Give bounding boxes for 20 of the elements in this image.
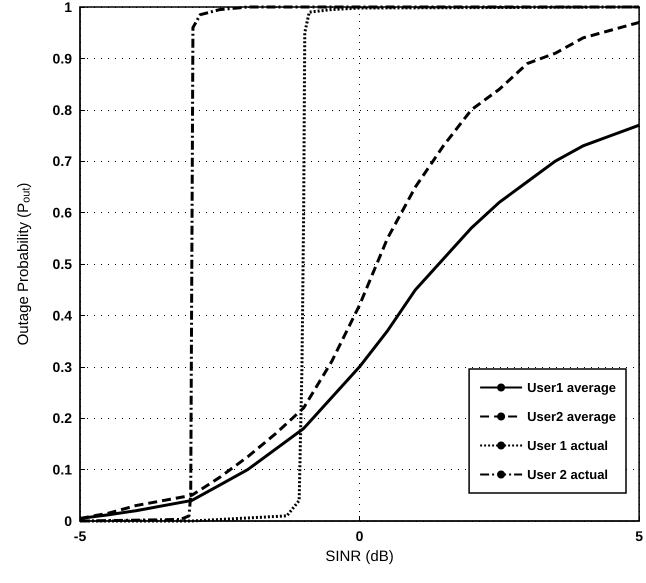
x-tick-label: 5 — [635, 528, 644, 544]
x-axis-title: SINR (dB) — [325, 548, 394, 565]
y-tick-label: 0.8 — [52, 102, 72, 118]
y-tick-label: 0.9 — [52, 50, 72, 66]
legend-label: User2 average — [527, 409, 616, 424]
y-tick-label: 0.6 — [52, 204, 72, 221]
legend-label: User 2 actual — [527, 467, 608, 482]
legend-label: User1 average — [527, 380, 616, 395]
y-tick-label: 0.7 — [52, 153, 72, 170]
y-axis-title: Outage Probability (Pout) — [15, 182, 32, 346]
y-tick-label: 0.2 — [52, 410, 72, 426]
legend-label: User 1 actual — [527, 438, 608, 453]
y-tick-label: 0 — [64, 513, 72, 529]
y-tick-label: 1 — [64, 0, 72, 15]
y-tick-label: 0.3 — [52, 358, 72, 375]
y-tick-label: 0.4 — [52, 307, 72, 324]
y-tick-label: 0.5 — [52, 256, 72, 272]
y-tick-label: 0.1 — [52, 462, 72, 478]
x-tick-label: -5 — [74, 528, 86, 544]
x-tick-label: 0 — [356, 528, 364, 544]
